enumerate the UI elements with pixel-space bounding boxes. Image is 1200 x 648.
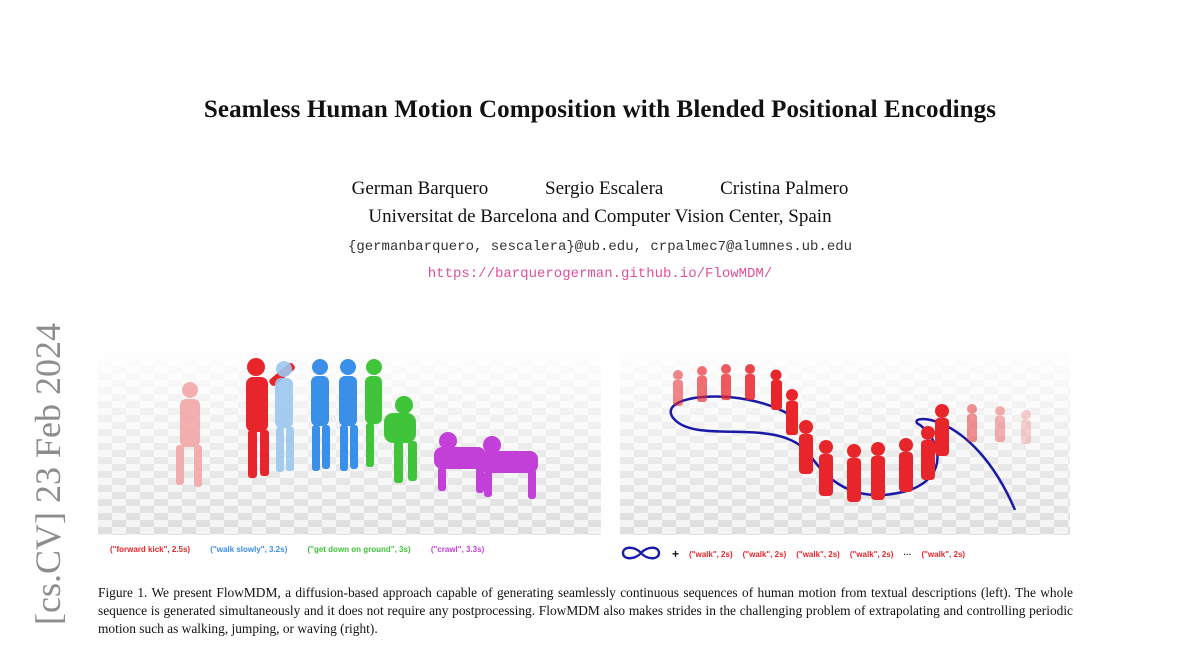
- figure-faded-red: [176, 382, 202, 487]
- prompt-label: ("walk slowly", 3.2s): [210, 545, 288, 554]
- figure-purple: [434, 432, 538, 499]
- prompt-label: ("forward kick", 2.5s): [110, 545, 191, 554]
- author-name: Cristina Palmero: [720, 178, 849, 199]
- right-prompt-labels: + ("walk", 2s) ("walk", 2s) ("walk", 2s)…: [620, 545, 975, 563]
- author-emails: {germanbarquero, sescalera}@ub.edu, crpa…: [347, 239, 853, 255]
- paper-title: Seamless Human Motion Composition with B…: [203, 96, 997, 123]
- walking-figures: [673, 364, 1031, 502]
- motion-composition-figure: [98, 345, 601, 535]
- figure-light-blue: [275, 361, 294, 472]
- infinity-icon: [620, 545, 662, 563]
- figure-caption: Figure 1. We present FlowMDM, a diffusio…: [98, 585, 1073, 636]
- prompt-label: ("walk", 2s): [849, 549, 894, 559]
- figure-left-panel: [98, 345, 601, 535]
- prompt-label: ("walk", 2s): [921, 549, 966, 559]
- prompt-label: ("crawl", 3.3s): [430, 545, 485, 554]
- author-name: German Barquero: [351, 178, 489, 199]
- left-prompt-labels: ("forward kick", 2.5s) ("walk slowly", 3…: [110, 545, 502, 554]
- author-name: Sergio Escalera: [545, 178, 664, 199]
- periodic-walk-figure: [620, 345, 1070, 535]
- figure-red: [246, 358, 295, 478]
- figure-green: [365, 359, 417, 483]
- author-list: German Barquero Sergio Escalera Cristina…: [0, 178, 1200, 200]
- figure-blue: [311, 359, 358, 471]
- project-url-link[interactable]: https://barquerogerman.github.io/FlowMDM…: [427, 266, 773, 282]
- prompt-label: ("walk", 2s): [796, 549, 840, 559]
- infinity-trajectory: [669, 395, 1017, 511]
- figure-right-panel: [620, 345, 1070, 535]
- affiliation: Universitat de Barcelona and Computer Vi…: [368, 206, 832, 227]
- prompt-label: ("walk", 2s): [742, 549, 787, 559]
- plus-sign: +: [672, 547, 680, 561]
- arxiv-stamp: [cs.CV] 23 Feb 2024: [28, 323, 68, 625]
- prompt-label: ("walk", 2s): [689, 549, 733, 559]
- ellipsis: ···: [903, 549, 912, 559]
- prompt-label: ("get down on ground", 3s): [307, 545, 411, 554]
